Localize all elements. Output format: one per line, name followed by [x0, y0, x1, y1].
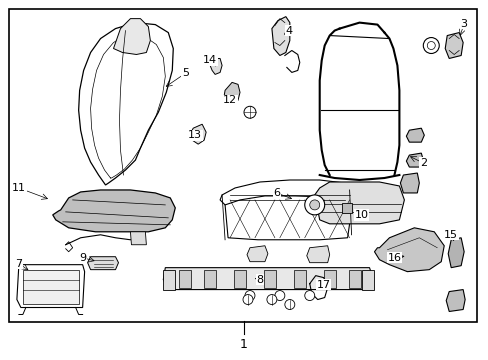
Polygon shape — [179, 270, 191, 288]
Text: 2: 2 — [419, 158, 426, 168]
Text: 9: 9 — [79, 253, 86, 263]
Polygon shape — [220, 180, 354, 212]
Polygon shape — [306, 246, 329, 263]
Polygon shape — [323, 270, 335, 288]
Polygon shape — [79, 23, 173, 185]
Circle shape — [244, 106, 255, 118]
Polygon shape — [264, 270, 275, 288]
Polygon shape — [293, 270, 305, 288]
Polygon shape — [224, 196, 351, 240]
Polygon shape — [361, 270, 373, 289]
Polygon shape — [53, 190, 175, 232]
Circle shape — [243, 294, 252, 305]
Bar — [9, 9, 476, 323]
Text: 8: 8 — [256, 275, 263, 285]
Text: 17: 17 — [316, 280, 330, 289]
Polygon shape — [341, 203, 351, 213]
Polygon shape — [130, 232, 146, 245]
Polygon shape — [190, 124, 206, 144]
Circle shape — [266, 294, 276, 305]
Polygon shape — [406, 153, 423, 167]
Polygon shape — [23, 270, 79, 303]
Text: 1: 1 — [240, 338, 247, 351]
Polygon shape — [246, 246, 267, 262]
Text: 3: 3 — [460, 19, 467, 28]
Polygon shape — [447, 238, 463, 268]
Polygon shape — [400, 173, 419, 193]
Polygon shape — [17, 265, 84, 307]
Circle shape — [274, 291, 285, 301]
Circle shape — [423, 37, 438, 54]
Polygon shape — [271, 17, 289, 55]
Polygon shape — [348, 270, 360, 288]
Polygon shape — [113, 19, 150, 54]
Polygon shape — [406, 128, 424, 142]
Circle shape — [304, 291, 314, 301]
Polygon shape — [163, 268, 371, 289]
Text: 14: 14 — [203, 55, 217, 66]
Polygon shape — [224, 82, 240, 104]
Text: 7: 7 — [15, 259, 22, 269]
Text: 12: 12 — [223, 95, 237, 105]
Circle shape — [304, 195, 324, 215]
Text: 15: 15 — [443, 230, 457, 240]
Text: 13: 13 — [188, 130, 202, 140]
Circle shape — [309, 200, 319, 210]
Polygon shape — [444, 32, 462, 58]
Circle shape — [427, 41, 434, 50]
Polygon shape — [87, 257, 118, 270]
Polygon shape — [374, 228, 443, 272]
Circle shape — [244, 291, 254, 301]
Text: 11: 11 — [12, 183, 26, 193]
Text: 6: 6 — [273, 188, 280, 198]
Circle shape — [285, 300, 294, 310]
Polygon shape — [234, 270, 245, 288]
Polygon shape — [203, 270, 216, 288]
Text: 10: 10 — [354, 210, 368, 220]
Polygon shape — [314, 182, 404, 224]
Polygon shape — [446, 289, 464, 311]
Polygon shape — [210, 58, 222, 75]
Text: 16: 16 — [386, 253, 401, 263]
Text: 4: 4 — [285, 26, 292, 36]
Polygon shape — [163, 270, 175, 289]
Text: 5: 5 — [182, 68, 188, 78]
